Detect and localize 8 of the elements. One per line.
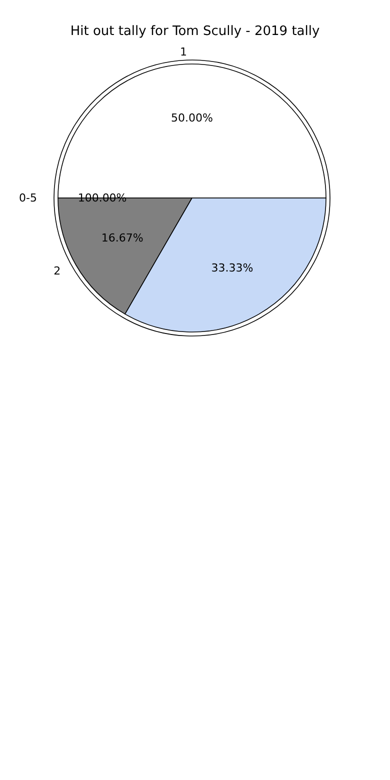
chart-title: Hit out tally for Tom Scully - 2019 tally <box>70 24 320 39</box>
data-label: 16.67% <box>101 232 144 245</box>
slice-label: 0-5 <box>19 192 37 204</box>
data-label: 100.00% <box>78 192 127 204</box>
data-label: 33.33% <box>211 261 254 274</box>
slice-label: 1 <box>180 46 187 58</box>
data-label: 50.00% <box>171 111 213 124</box>
slice-label: 2 <box>54 264 61 278</box>
